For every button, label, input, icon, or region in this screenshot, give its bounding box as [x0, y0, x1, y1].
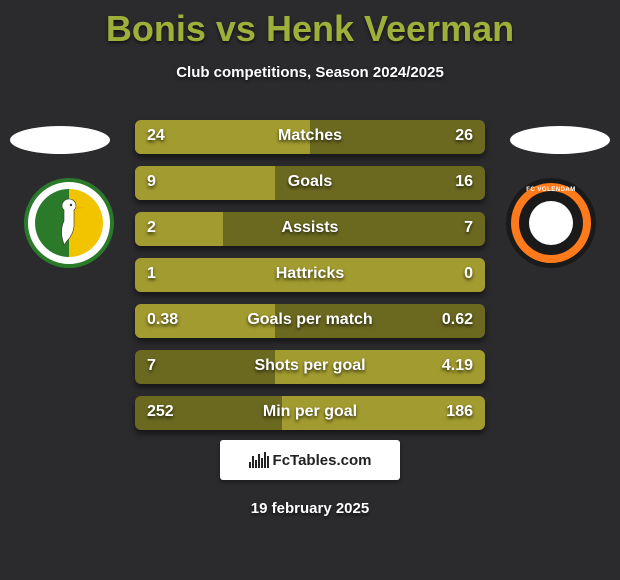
stat-row: 9Goals16 — [135, 166, 485, 200]
stat-label: Goals — [135, 173, 485, 191]
club-crest-right: FC VOLENDAM — [506, 178, 596, 268]
stat-label: Assists — [135, 219, 485, 237]
page-title: Bonis vs Henk Veerman — [0, 0, 620, 50]
stat-row: 24Matches26 — [135, 120, 485, 154]
club-right-text: FC VOLENDAM — [526, 187, 576, 193]
stat-value-right: 186 — [446, 403, 473, 421]
footer-brand: FcTables.com — [220, 440, 400, 480]
stat-label: Shots per goal — [135, 357, 485, 375]
player-right-ellipse — [510, 126, 610, 154]
stat-label: Hattricks — [135, 265, 485, 283]
stat-value-right: 26 — [455, 127, 473, 145]
stork-icon — [49, 197, 89, 247]
stat-row: 7Shots per goal4.19 — [135, 350, 485, 384]
subtitle: Club competitions, Season 2024/2025 — [0, 64, 620, 81]
stat-value-right: 0.62 — [442, 311, 473, 329]
stat-row: 0.38Goals per match0.62 — [135, 304, 485, 338]
player-left-ellipse — [10, 126, 110, 154]
stat-label: Goals per match — [135, 311, 485, 329]
chart-icon — [249, 452, 269, 468]
stat-label: Matches — [135, 127, 485, 145]
stat-value-right: 4.19 — [442, 357, 473, 375]
stat-value-right: 7 — [464, 219, 473, 237]
footer-brand-text: FcTables.com — [273, 452, 372, 469]
club-crest-left — [24, 178, 114, 268]
stat-row: 252Min per goal186 — [135, 396, 485, 430]
stat-row: 1Hattricks0 — [135, 258, 485, 292]
stat-value-right: 16 — [455, 173, 473, 191]
stat-label: Min per goal — [135, 403, 485, 421]
stats-container: 24Matches269Goals162Assists71Hattricks00… — [135, 120, 485, 442]
stat-value-right: 0 — [464, 265, 473, 283]
stat-row: 2Assists7 — [135, 212, 485, 246]
date-text: 19 february 2025 — [0, 500, 620, 517]
